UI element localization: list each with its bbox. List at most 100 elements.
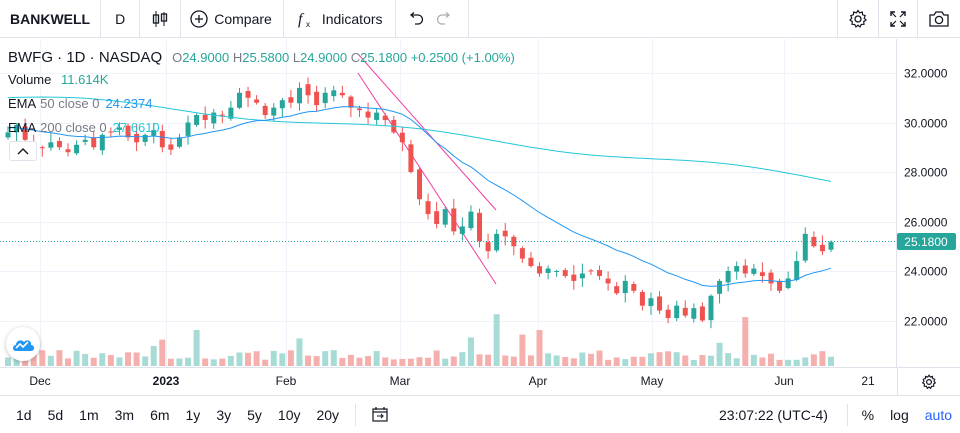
symbol-search-button[interactable]: BANKWELL xyxy=(0,0,102,37)
price-axis: 32.0000 30.0000 28.0000 26.0000 24.0000 22.00… xyxy=(904,67,948,329)
range-5y[interactable]: 5y xyxy=(247,407,262,423)
ema50-line xyxy=(7,106,832,287)
price-tick-label: 32.0000 xyxy=(904,67,948,81)
range-3y[interactable]: 3y xyxy=(216,407,232,423)
candle-body xyxy=(99,134,105,151)
collapse-legend-button[interactable] xyxy=(9,141,37,161)
candle-body xyxy=(648,298,654,306)
indicators-button[interactable]: f x Indicators xyxy=(284,0,396,37)
candle-body xyxy=(571,274,577,281)
candle-body xyxy=(682,307,688,316)
settings-button[interactable] xyxy=(837,0,878,38)
range-6m[interactable]: 6m xyxy=(150,407,170,423)
time-label-dec: Dec xyxy=(29,374,51,388)
candle-body xyxy=(442,209,448,225)
goto-date-button[interactable] xyxy=(364,406,398,425)
candle-body xyxy=(674,305,680,319)
volume-bar xyxy=(287,350,294,366)
volume-bar xyxy=(519,334,526,366)
candle-body xyxy=(502,230,508,237)
volume-legend[interactable]: Volume 11.614K xyxy=(8,72,108,87)
candle-body xyxy=(219,114,225,116)
compare-button[interactable]: Compare xyxy=(181,0,284,37)
volume-bar xyxy=(279,353,286,366)
range-3m[interactable]: 3m xyxy=(114,407,135,423)
candle-body xyxy=(819,244,825,252)
auto-scale-toggle[interactable]: auto xyxy=(924,407,952,423)
candle-body xyxy=(245,91,251,98)
time-label-jun: Jun xyxy=(774,374,794,388)
candle-body xyxy=(5,132,11,138)
chart-type-button[interactable] xyxy=(140,0,182,37)
undo-button[interactable] xyxy=(396,0,430,37)
volume-bar xyxy=(339,357,346,366)
range-1y[interactable]: 1y xyxy=(185,407,201,423)
price-chart[interactable]: 32.0000 30.0000 28.0000 26.0000 24.0000 22.00… xyxy=(0,39,960,367)
candle-body xyxy=(802,233,808,261)
volume-bar xyxy=(665,351,672,366)
volume-name: Volume xyxy=(8,72,52,87)
volume-bar xyxy=(142,356,149,366)
candle-body xyxy=(451,208,457,232)
high-key: H xyxy=(232,50,243,65)
clock-timezone[interactable]: 23:07:22 (UTC-4) xyxy=(719,407,828,423)
ema200-legend[interactable]: EMA 200 close 0 27.6610 xyxy=(8,120,160,135)
candle-body xyxy=(537,266,543,274)
volume-bar xyxy=(527,355,534,366)
log-scale-toggle[interactable]: log xyxy=(890,407,909,423)
volume-bar xyxy=(630,356,637,366)
snapshot-button[interactable] xyxy=(917,0,960,38)
low-key: L xyxy=(292,50,301,65)
channel-line-upper xyxy=(357,53,497,211)
candle-body xyxy=(485,242,491,252)
fullscreen-button[interactable] xyxy=(878,0,917,38)
last-price-tag xyxy=(897,233,956,250)
volume-bar xyxy=(450,356,457,366)
time-label-may: May xyxy=(640,374,664,388)
volume-bar xyxy=(99,353,106,366)
volume-bar xyxy=(322,351,329,366)
ema50-legend[interactable]: EMA 50 close 0 24.2374 xyxy=(8,96,152,111)
volume-bar xyxy=(828,356,834,366)
axis-settings-button[interactable] xyxy=(897,368,960,396)
range-1m[interactable]: 1m xyxy=(79,407,99,423)
candle-body xyxy=(622,280,628,294)
candle-body xyxy=(108,131,114,133)
volume-bar xyxy=(22,359,29,366)
volume-bar xyxy=(733,358,740,366)
volume-bar xyxy=(347,354,354,366)
candle-body xyxy=(494,233,500,251)
chart-legend: BWFG · 1D · NASDAQ O24.9000 H25.5800 L24… xyxy=(8,48,515,67)
open-value: 24.9000 xyxy=(182,50,230,65)
fullscreen-icon xyxy=(890,11,906,27)
redo-button[interactable] xyxy=(430,0,469,37)
ema200-params: 200 close 0 xyxy=(40,120,107,135)
range-10y[interactable]: 10y xyxy=(277,407,301,423)
time-axis[interactable]: Dec 2023 Feb Mar Apr May Jun 21 xyxy=(0,367,960,396)
percent-scale-toggle[interactable]: % xyxy=(861,407,875,423)
gear-icon xyxy=(921,374,937,390)
undo-icon xyxy=(409,11,423,25)
candle-body xyxy=(399,132,405,143)
volume-bar xyxy=(682,355,689,366)
candles-icon xyxy=(153,10,168,27)
candle-body xyxy=(356,108,362,111)
range-20y[interactable]: 20y xyxy=(316,407,340,423)
chevron-up-icon xyxy=(17,148,29,155)
candle-body xyxy=(425,201,431,215)
candle-body xyxy=(579,273,585,279)
range-1d[interactable]: 1d xyxy=(16,407,32,423)
ohlc-values: O24.9000 H25.5800 L24.9000 C25.1800 +0.2… xyxy=(172,50,515,65)
volume-bar xyxy=(82,353,89,366)
tradingview-logo[interactable] xyxy=(6,327,40,361)
volume-bar xyxy=(253,351,260,366)
range-5d[interactable]: 5d xyxy=(47,407,64,423)
channel-line-lower xyxy=(357,72,497,285)
candle-body xyxy=(56,141,62,148)
candle-body xyxy=(14,124,20,133)
volume-bars xyxy=(5,314,834,366)
chart-area[interactable]: 32.0000 30.0000 28.0000 26.0000 24.0000 22.00… xyxy=(0,39,960,367)
candle-body xyxy=(262,105,268,116)
interval-button[interactable]: D xyxy=(101,0,141,37)
candle-body xyxy=(768,272,774,284)
